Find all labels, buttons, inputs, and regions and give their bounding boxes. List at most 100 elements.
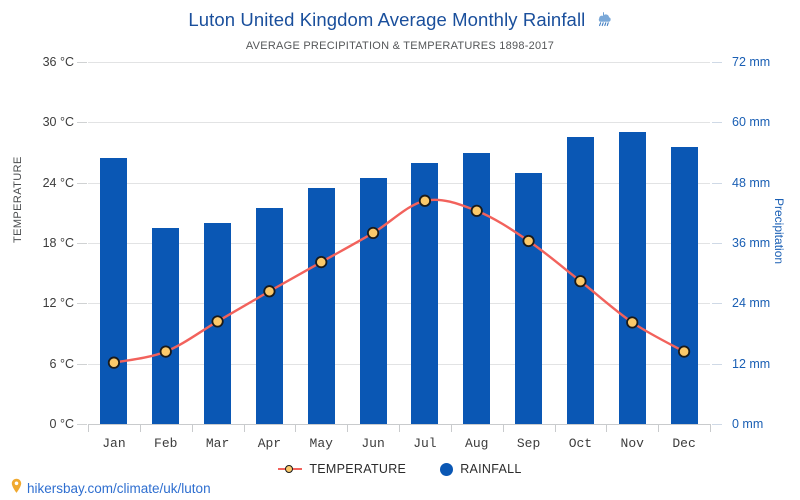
y-axis-right-tick-label: 12 mm bbox=[732, 356, 771, 371]
y-axis-left-tick-mark bbox=[77, 303, 87, 305]
x-axis-tick-mark bbox=[658, 424, 660, 432]
x-axis-label-mar: Mar bbox=[205, 436, 230, 451]
chart-title-text: Luton United Kingdom Average Monthly Rai… bbox=[188, 9, 586, 30]
x-axis-tick-mark bbox=[243, 424, 245, 432]
y-axis-left-tick-label: 6 °C bbox=[49, 356, 74, 371]
rainfall-bar[interactable] bbox=[670, 147, 698, 424]
y-axis-right-tick-label: 72 mm bbox=[732, 55, 771, 69]
page-title: Luton United Kingdom Average Monthly Rai… bbox=[0, 9, 800, 33]
y-axis-left-tick-label: 36 °C bbox=[42, 55, 74, 69]
x-axis-tick-mark bbox=[710, 424, 711, 432]
gridline bbox=[88, 363, 710, 365]
y-axis-left-tick-mark bbox=[77, 363, 87, 365]
y-axis-left-tick-label: 12 °C bbox=[42, 296, 74, 311]
gridline bbox=[88, 182, 710, 184]
rainfall-bar[interactable] bbox=[515, 172, 543, 424]
rainfall-bar[interactable] bbox=[307, 187, 335, 424]
rainfall-bar[interactable] bbox=[359, 177, 387, 424]
x-axis-label-aug: Aug bbox=[465, 436, 489, 451]
x-axis-label-jun: Jun bbox=[361, 436, 385, 451]
x-axis-tick-mark bbox=[347, 424, 349, 432]
x-axis-label-oct: Oct bbox=[568, 436, 593, 451]
x-axis-tick-mark bbox=[88, 424, 89, 432]
y-axis-right-tick-mark bbox=[712, 243, 722, 244]
y-axis-left-tick-label: 18 °C bbox=[42, 236, 74, 250]
x-axis-tick-mark bbox=[554, 424, 556, 432]
y-axis-left-tick-label: 30 °C bbox=[42, 115, 74, 130]
y-axis-right-tick-label: 0 mm bbox=[732, 417, 764, 431]
x-axis-tick-mark bbox=[139, 424, 141, 432]
legend-item-temperature[interactable]: TEMPERATURE bbox=[278, 462, 406, 476]
rainfall-bar[interactable] bbox=[152, 227, 180, 424]
x-axis-tick-mark bbox=[399, 424, 400, 432]
temperature-point[interactable]: Aug: 21.2 °C bbox=[470, 204, 483, 217]
y-axis-left-tick-mark bbox=[77, 122, 87, 124]
gridline bbox=[88, 62, 710, 63]
plot-area: Jan: 6.1 °C Feb: 7.2 °C Mar: 10.2 °C Apr: 1… bbox=[88, 62, 710, 425]
rainfall-bar[interactable] bbox=[100, 157, 128, 424]
legend-item-rainfall[interactable]: RAINFALL bbox=[440, 462, 521, 476]
x-axis-tick-mark bbox=[606, 424, 608, 432]
temperature-line bbox=[113, 198, 685, 364]
temperature-point[interactable]: Jun: 19 °C bbox=[366, 226, 380, 240]
x-axis-label-nov: Nov bbox=[620, 436, 644, 451]
y-axis-right-tick-label: 48 mm bbox=[732, 175, 771, 190]
y-axis-right-tick-label: 24 mm bbox=[732, 296, 771, 311]
x-axis-label-dec: Dec bbox=[672, 436, 696, 451]
temperature-point[interactable]: Nov: 10.1 °C bbox=[626, 316, 639, 329]
gridline bbox=[88, 122, 710, 124]
temperature-point[interactable]: Feb: 7.2 °C bbox=[159, 345, 172, 358]
source-url[interactable]: hikersbay.com/climate/uk/luton bbox=[27, 481, 211, 496]
rainfall-swatch-icon bbox=[440, 462, 454, 476]
x-axis-tick-mark bbox=[450, 424, 452, 432]
x-axis-tick-mark bbox=[191, 424, 193, 432]
rainfall-bar[interactable] bbox=[255, 207, 283, 424]
legend-label-rainfall: RAINFALL bbox=[460, 462, 522, 476]
y-axis-right-tick-mark bbox=[712, 303, 722, 305]
chart-legend: TEMPERATURE RAINFALL bbox=[0, 462, 800, 476]
x-axis-label-may: May bbox=[309, 436, 333, 451]
y-axis-left-tick-mark bbox=[77, 243, 87, 244]
temperature-point[interactable]: Dec: 7.2 °C bbox=[677, 345, 691, 358]
y-axis-right-tick-label: 60 mm bbox=[732, 115, 771, 130]
y-axis-right-tick-mark bbox=[712, 122, 722, 124]
x-axis-tick-mark bbox=[295, 424, 297, 432]
legend-label-temperature: TEMPERATURE bbox=[309, 462, 407, 476]
temperature-point[interactable]: Oct: 14.2 °C bbox=[574, 275, 587, 288]
y-axis-left-tick-mark bbox=[77, 424, 87, 425]
x-axis-label-jan: Jan bbox=[102, 436, 126, 451]
gridline bbox=[88, 243, 710, 244]
y-axis-left-title: TEMPERATURE bbox=[12, 156, 24, 243]
rainfall-bar[interactable] bbox=[618, 132, 646, 424]
y-axis-right-title: Precipitation bbox=[772, 198, 786, 265]
x-axis-label-sep: Sep bbox=[516, 436, 541, 451]
x-axis-tick-mark bbox=[502, 424, 504, 432]
rain-cloud-icon bbox=[595, 11, 612, 33]
x-axis-label-apr: Apr bbox=[257, 436, 282, 451]
rainfall-bar[interactable] bbox=[463, 152, 491, 424]
temperature-point[interactable]: Apr: 13.2 °C bbox=[263, 285, 276, 298]
map-pin-icon bbox=[10, 478, 23, 499]
chart-header: Luton United Kingdom Average Monthly Rai… bbox=[0, 0, 800, 52]
temperature-point[interactable]: May: 16.1 °C bbox=[315, 256, 328, 269]
source-footer[interactable]: hikersbay.com/climate/uk/luton bbox=[10, 478, 211, 499]
x-axis-label-jul: Jul bbox=[413, 436, 437, 451]
temperature-point[interactable]: Jul: 22.2 °C bbox=[418, 194, 432, 207]
y-axis-right-tick-label: 36 mm bbox=[732, 236, 771, 250]
y-axis-right-tick-mark bbox=[712, 182, 722, 184]
y-axis-left-tick-mark bbox=[77, 62, 87, 63]
y-axis-left-tick-label: 0 °C bbox=[49, 417, 74, 431]
temperature-line-series: Jan: 6.1 °C Feb: 7.2 °C Mar: 10.2 °C Apr: 1… bbox=[107, 194, 691, 369]
y-axis-right-tick-mark bbox=[712, 424, 722, 425]
y-axis-right-tick-mark bbox=[712, 62, 722, 63]
x-axis-label-feb: Feb bbox=[154, 436, 178, 451]
y-axis-left-tick-label: 24 °C bbox=[42, 175, 74, 190]
temperature-point[interactable]: Jan: 6.1 °C bbox=[107, 356, 121, 369]
temperature-marker-icon bbox=[278, 463, 303, 475]
temperature-point[interactable]: Sep: 18.2 °C bbox=[522, 234, 535, 248]
chart-subtitle: AVERAGE PRECIPITATION & TEMPERATURES 189… bbox=[245, 40, 555, 52]
y-axis-right-tick-mark bbox=[712, 363, 722, 365]
x-axis: Jan Feb Mar Apr May Jun Jul Aug Sep Oct Nov Dec bbox=[88, 424, 711, 460]
gridline bbox=[88, 303, 710, 305]
temperature-point[interactable]: Mar: 10.2 °C bbox=[211, 315, 224, 328]
